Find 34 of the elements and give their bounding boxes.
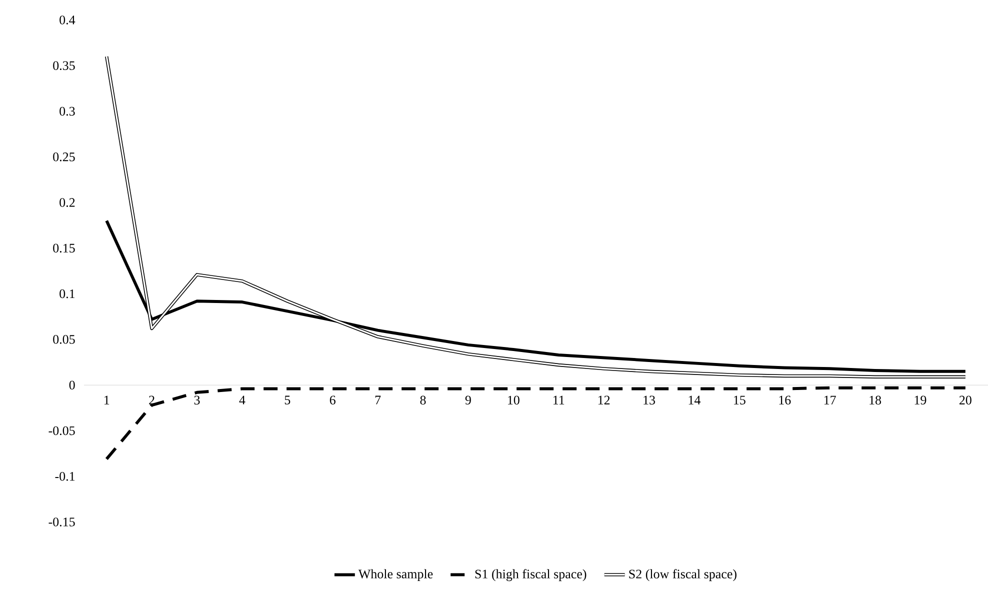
- x-tick-label: 1: [104, 396, 110, 404]
- y-tick-label: -0.05: [48, 426, 75, 436]
- x-tick-label: 14: [688, 396, 701, 404]
- x-tick-label: 17: [824, 396, 836, 404]
- x-tick-label: 13: [644, 396, 656, 404]
- x-tick-label: 8: [420, 396, 426, 405]
- y-tick-label: 0: [69, 380, 75, 390]
- y-tick-label: -0.1: [55, 472, 75, 481]
- x-tick-label: 10: [508, 396, 520, 405]
- x-tick-label: 3: [194, 396, 200, 404]
- legend-label: S1 (high fiscal space): [475, 569, 586, 582]
- x-tick-label: 11: [553, 396, 564, 404]
- x-tick-label: 19: [914, 396, 926, 404]
- y-tick-label: 0.25: [53, 152, 75, 162]
- x-tick-label: 9: [465, 396, 471, 404]
- y-tick-label: 0.35: [53, 61, 75, 70]
- y-tick-label: 0.15: [53, 244, 75, 253]
- x-tick-label: 4: [239, 396, 246, 404]
- y-tick-label: -0.15: [48, 518, 75, 526]
- y-tick-label: 0.1: [60, 289, 75, 298]
- x-tick-label: 12: [598, 396, 610, 404]
- y-tick-label: 0.4: [60, 16, 76, 24]
- x-tick-label: 16: [779, 396, 791, 404]
- x-tick-label: 5: [284, 396, 290, 404]
- x-tick-label: 18: [870, 396, 882, 405]
- x-tick-label: 7: [375, 396, 381, 404]
- legend-label: Whole sample: [358, 569, 433, 582]
- y-tick-label: 0.3: [60, 106, 75, 116]
- y-tick-label: 0.05: [53, 335, 75, 344]
- x-tick-label: 20: [959, 396, 972, 405]
- y-tick-label: 0.2: [60, 198, 75, 207]
- x-tick-label: 6: [330, 396, 336, 404]
- legend-label: S2 (low fiscal space): [629, 569, 736, 582]
- x-tick-label: 15: [734, 396, 746, 404]
